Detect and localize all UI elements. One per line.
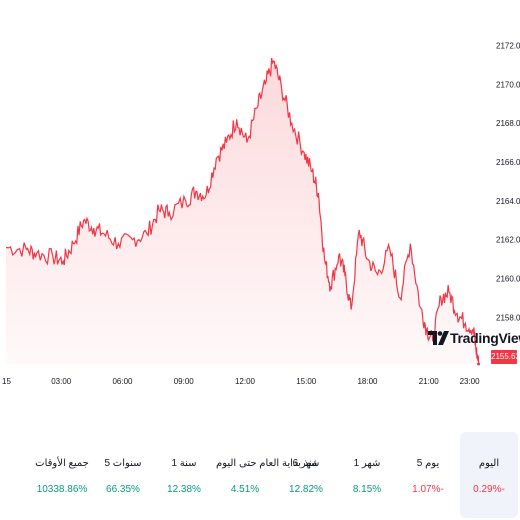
performance-period-label: 1 شهر: [353, 458, 381, 469]
performance-period-label: اليوم: [478, 458, 500, 469]
x-tick-label: 06:00: [112, 377, 133, 386]
x-tick-label: 12:00: [235, 377, 256, 386]
performance-period-label: جميع الأوقات: [35, 458, 89, 469]
last-price-dot: [477, 362, 481, 366]
performance-period-label: 5 سنوات: [104, 458, 142, 469]
performance-period-value: 66.35%: [106, 484, 140, 495]
price-line: [5, 57, 480, 365]
performance-period-6[interactable]: 5 سنوات 66.35%: [94, 432, 152, 518]
performance-period-1[interactable]: 5 يوم 1.07%-: [399, 432, 457, 518]
x-tick-label: 09:00: [174, 377, 195, 386]
x-tick-label: 03:00: [51, 377, 72, 386]
performance-period-value: 8.15%: [352, 484, 382, 495]
performance-period-value: 12.38%: [167, 484, 201, 495]
performance-period-0[interactable]: اليوم 0.29%-: [460, 432, 518, 518]
y-tick-label: 2168.00: [496, 119, 520, 128]
y-tick-label: 2158.00: [496, 313, 520, 322]
y-tick-label: 2160.00: [496, 275, 520, 284]
performance-period-value: 1.07%-: [412, 484, 444, 495]
performance-period-label: 6 شهر: [292, 458, 320, 469]
tradingview-logo: TradingView: [428, 330, 520, 346]
performance-period-7[interactable]: جميع الأوقات 10338.86%: [33, 432, 91, 518]
performance-period-5[interactable]: 1 سنة 12.38%: [155, 432, 213, 518]
performance-period-4[interactable]: منذ بداية العام حتى اليوم 4.51%: [216, 432, 318, 518]
tradingview-logo-icon: [428, 331, 449, 345]
x-tick-label: 23:00: [460, 377, 481, 386]
y-tick-label: 2164.00: [496, 197, 520, 206]
x-tick-label: 18:00: [357, 377, 378, 386]
performance-period-label: 1 سنة: [171, 458, 197, 469]
performance-period-3[interactable]: 6 شهر 12.82%: [277, 432, 335, 518]
performance-period-label: 5 يوم: [416, 458, 440, 469]
x-tick-label: 21:00: [419, 377, 440, 386]
y-tick-label: 2172.00: [496, 42, 520, 51]
performance-period-2[interactable]: 1 شهر 8.15%: [338, 432, 396, 518]
performance-period-value: 12.82%: [289, 484, 323, 495]
y-axis: 2158.00 2160.00 2162.00 2164.00 2166.00 2168.…: [496, 42, 520, 323]
price-area: [6, 58, 479, 364]
y-tick-label: 2166.00: [496, 158, 520, 167]
x-tick-label: 15: [2, 377, 11, 386]
tradingview-logo-text: TradingView: [450, 330, 520, 346]
performance-period-value: 10338.86%: [36, 484, 88, 495]
last-price-marker: [477, 362, 481, 366]
performance-period-label: منذ بداية العام حتى اليوم: [216, 458, 318, 469]
y-tick-label: 2162.00: [496, 236, 520, 245]
x-tick-label: 15:00: [296, 377, 317, 386]
performance-period-value: 0.29%-: [473, 484, 505, 495]
last-price-label: 2155.63: [491, 350, 520, 364]
performance-period-value: 4.51%: [230, 484, 260, 495]
y-tick-label: 2170.00: [496, 80, 520, 89]
performance-bar: اليوم 0.29%- 5 يوم 1.07%- 1 شهر 8.15% 6 شهر 12.…: [0, 430, 520, 520]
price-chart[interactable]: 2158.00 2160.00 2162.00 2164.00 2166.00 2168.…: [0, 0, 520, 430]
x-axis: 15 03:00 06:00 09:00 12:00 15:00 18:00 21:00 23:…: [2, 377, 480, 386]
